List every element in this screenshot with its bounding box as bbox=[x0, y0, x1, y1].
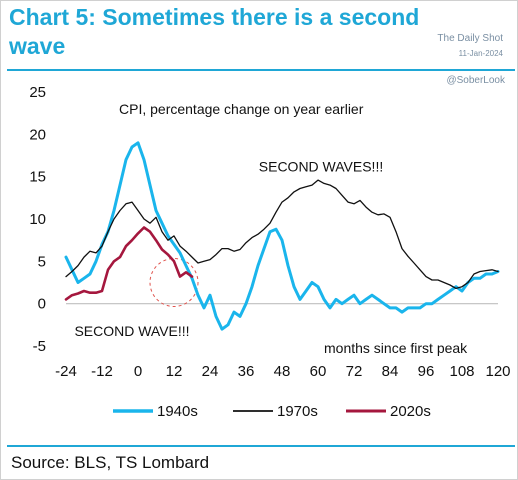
y-tick-label: -5 bbox=[33, 338, 46, 355]
series-line-2020s bbox=[64, 226, 194, 301]
credit-handle: @SoberLook bbox=[446, 75, 505, 86]
y-tick-label: 15 bbox=[29, 169, 46, 186]
legend-label: 1940s bbox=[157, 403, 198, 420]
y-tick-label: 10 bbox=[29, 211, 46, 228]
x-tick-label: 0 bbox=[134, 363, 142, 380]
x-tick-label: 60 bbox=[310, 363, 327, 380]
x-tick-label: 96 bbox=[418, 363, 435, 380]
series-line-1970s bbox=[65, 179, 499, 290]
chart-title: CPI, percentage change on year earlier bbox=[119, 101, 364, 117]
source-note: Source: BLS, TS Lombard bbox=[11, 453, 210, 472]
page-title: Chart 5: Sometimes there is a second wav… bbox=[9, 4, 420, 59]
x-tick-label: 12 bbox=[166, 363, 183, 380]
x-tick-label: 36 bbox=[238, 363, 255, 380]
x-tick-label: 72 bbox=[346, 363, 363, 380]
legend-label: 1970s bbox=[277, 403, 318, 420]
x-tick-label: 84 bbox=[382, 363, 399, 380]
legend-item-2020s: 2020s bbox=[346, 403, 431, 420]
x-axis-label: months since first peak bbox=[324, 340, 468, 356]
line-chart: 25 20 15 10 5 0 -5 -24 -12 0 12 24 36 48 60 72 84 96 108 1… bbox=[29, 84, 510, 420]
annotation-label: SECOND WAVE!!! bbox=[74, 323, 189, 339]
y-tick-label: 0 bbox=[38, 296, 46, 313]
top-divider bbox=[7, 69, 515, 71]
x-tick-label: 48 bbox=[274, 363, 291, 380]
brand-block: The Daily Shot 11-Jan-2024 bbox=[437, 33, 503, 58]
x-tick-label: 108 bbox=[449, 363, 474, 380]
y-tick-label: 20 bbox=[29, 126, 46, 143]
publish-date: 11-Jan-2024 bbox=[458, 49, 503, 58]
x-tick-label: -24 bbox=[55, 363, 77, 380]
legend-item-1940s: 1940s bbox=[113, 403, 198, 420]
legend-label: 2020s bbox=[390, 403, 431, 420]
x-tick-label: 24 bbox=[202, 363, 219, 380]
y-tick-label: 5 bbox=[38, 253, 46, 270]
legend-item-1970s: 1970s bbox=[233, 403, 318, 420]
x-tick-label: 120 bbox=[485, 363, 510, 380]
x-tick-label: -12 bbox=[91, 363, 113, 380]
series-line-1940s bbox=[64, 141, 500, 331]
brand-name: The Daily Shot bbox=[437, 33, 503, 44]
highlight-circle bbox=[149, 258, 199, 307]
annotation-label: SECOND WAVES!!! bbox=[259, 159, 383, 175]
bottom-divider bbox=[7, 445, 515, 447]
y-tick-label: 25 bbox=[29, 84, 46, 101]
